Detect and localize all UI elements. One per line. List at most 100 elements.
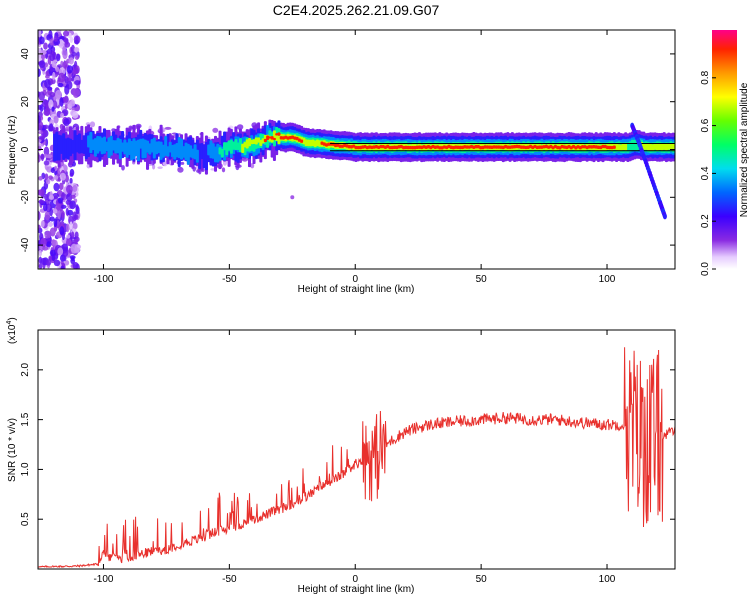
band-cell <box>293 136 297 140</box>
snr-panel: -100 -50 0 50 100 0.5 1.0 1.5 2.0 Height of stra… <box>6 317 676 595</box>
band-cell <box>209 140 213 159</box>
noise-speck <box>38 154 41 163</box>
band-cell <box>327 142 331 146</box>
noise-speck <box>48 99 54 110</box>
noise-speck <box>67 209 74 216</box>
noise-speck <box>38 30 42 38</box>
noise-speck <box>39 36 45 45</box>
noise-speck <box>44 78 51 89</box>
colorbar-tick-label: 0.2 <box>700 214 711 228</box>
noise-speck <box>53 175 59 180</box>
x-tick-label: -50 <box>222 574 237 585</box>
haze-speck <box>177 166 184 173</box>
band-cell <box>306 139 310 147</box>
x-tick-label: 100 <box>599 574 616 585</box>
noise-speck <box>53 259 61 267</box>
band-cell <box>515 144 519 149</box>
band-cell <box>377 145 381 150</box>
noise-speck <box>74 231 79 239</box>
band-cell <box>587 145 591 149</box>
noise-speck <box>38 176 43 181</box>
colorbar-ticks: 0.0 0.2 0.4 0.6 0.8 <box>700 70 716 276</box>
band-cell <box>447 144 451 149</box>
noise-speck <box>51 254 56 262</box>
haze-speck <box>236 124 244 130</box>
band-cell <box>608 145 612 150</box>
colorbar-tick-label: 0.8 <box>700 70 711 84</box>
noise-speck <box>64 41 71 48</box>
noise-speck <box>72 88 80 97</box>
band-cell <box>302 137 306 145</box>
noise-speck <box>66 234 71 239</box>
noise-speck <box>74 80 81 86</box>
noise-speck <box>38 224 41 230</box>
noise-speck <box>49 227 56 237</box>
y-tick-label: 40 <box>20 48 31 60</box>
y-tick-label: 0.5 <box>20 512 31 526</box>
band-cell <box>519 145 523 149</box>
band-cell <box>549 144 553 149</box>
noise-speck <box>74 55 79 60</box>
snr-multiplier-base: (x10 <box>7 324 18 344</box>
noise-speck <box>46 241 52 248</box>
colorbar-gradient <box>712 30 737 269</box>
band-cell <box>263 138 267 143</box>
band-cell <box>615 143 619 151</box>
band-cell <box>318 140 322 147</box>
noise-speck <box>53 218 58 228</box>
snr-series-line <box>38 347 675 569</box>
band-cell <box>220 148 224 158</box>
noise-speck <box>65 223 70 233</box>
noise-speck <box>44 193 48 201</box>
noise-speck <box>72 69 77 75</box>
snr-frame <box>37 329 676 570</box>
noise-speck <box>39 104 44 112</box>
band-cell <box>465 145 469 149</box>
band-cell <box>501 145 505 150</box>
band-cell <box>347 144 351 149</box>
figure-title: C2E4.2025.262.21.09.G07 <box>272 2 440 18</box>
haze-speck <box>44 153 48 158</box>
noise-speck <box>57 209 61 220</box>
band-cell <box>388 145 392 150</box>
band-cell <box>481 145 485 150</box>
band-cell <box>454 145 458 149</box>
haze-speck <box>180 161 185 165</box>
noise-speck <box>57 82 64 88</box>
noise-speck <box>69 221 73 230</box>
band-cell <box>565 145 569 150</box>
noise-speck <box>51 106 55 112</box>
noise-speck <box>72 222 78 230</box>
band-cell <box>456 145 460 149</box>
noise-speck <box>38 189 45 196</box>
band-cell <box>266 135 270 140</box>
noise-speck <box>70 231 75 239</box>
band-cell <box>472 145 476 149</box>
noise-speck <box>47 221 53 227</box>
band-cell <box>279 136 283 140</box>
spectrogram-panel: -100 -50 0 50 100 -40 -20 0 20 40 Height of strai… <box>7 29 676 295</box>
band-cell <box>277 135 281 145</box>
noise-speck <box>66 65 74 74</box>
band-cell <box>458 145 462 150</box>
noise-speck <box>73 47 80 53</box>
band-cell <box>361 145 365 149</box>
y-tick-label: 1.0 <box>20 462 31 476</box>
noise-speck <box>59 226 65 236</box>
noise-speck <box>72 111 79 119</box>
band-cell <box>460 145 465 150</box>
noise-speck <box>70 243 78 254</box>
noise-speck <box>44 230 51 239</box>
band-cell <box>474 145 478 149</box>
noise-speck <box>38 115 41 124</box>
band-cell <box>494 145 498 149</box>
noise-speck <box>61 243 69 252</box>
band-cell <box>261 138 265 144</box>
noise-speck <box>40 257 47 266</box>
band-cell <box>606 145 610 150</box>
x-tick-label: 0 <box>352 274 358 285</box>
band-cell <box>397 145 401 149</box>
haze-speck <box>164 126 172 130</box>
noise-speck <box>38 47 42 53</box>
y-tick-label: 20 <box>20 96 31 108</box>
